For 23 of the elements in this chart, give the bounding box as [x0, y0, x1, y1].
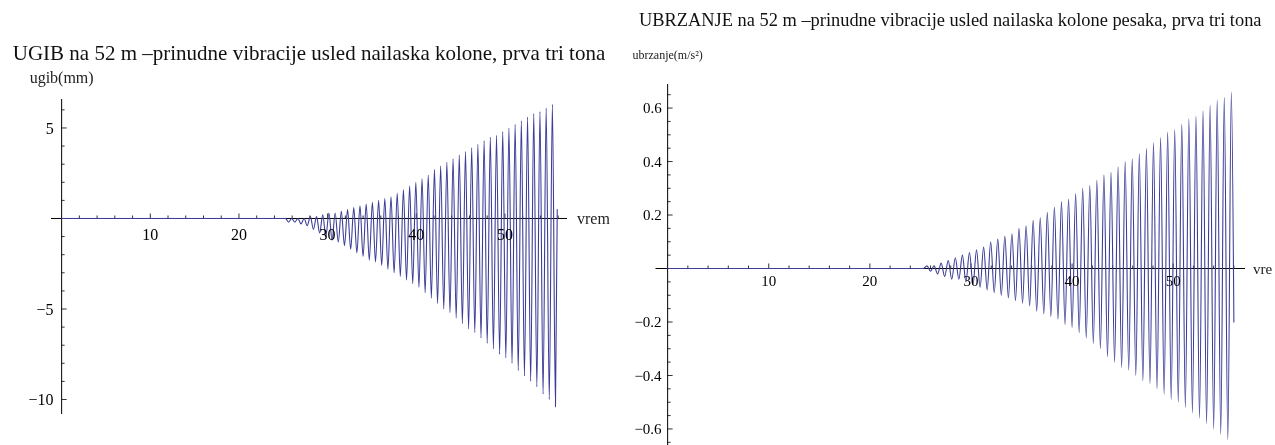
x-tick-label: 10 — [761, 273, 777, 290]
y-tick-label: −0.6 — [634, 421, 663, 438]
x-tick-label: 30 — [963, 273, 979, 290]
x-tick-label: 30 — [319, 225, 336, 243]
y-tick-label: −0.4 — [634, 367, 663, 384]
y-axis-title: ugib(mm) — [29, 68, 94, 88]
y-tick-label: −0.2 — [634, 314, 662, 331]
x-tick-label: 20 — [230, 225, 247, 243]
y-axis-title: ubrzanje(m/s²) — [632, 47, 703, 63]
y-tick-label: −5 — [36, 300, 54, 318]
y-tick-label: −10 — [28, 391, 54, 409]
y-tick-label: 0.6 — [642, 100, 663, 117]
x-axis-title: vrem — [577, 208, 610, 229]
chart-title: UGIB na 52 m –prinudne vibracije usled nailaska kolone, prva tri tona — [12, 41, 606, 67]
y-tick-label: 5 — [45, 119, 54, 137]
x-tick-label: 20 — [862, 273, 878, 290]
line-series — [667, 91, 1235, 441]
line-series — [61, 103, 558, 408]
chart-title: UBRZANJE na 52 m –prinudne vibracije usled nailaska kolone pesaka, prva tri tona — [638, 8, 1262, 32]
x-tick-label: 10 — [142, 225, 159, 243]
y-tick-label: 0.4 — [642, 153, 663, 170]
y-tick-label: 0.2 — [642, 207, 662, 224]
x-axis-title: vre — [1253, 259, 1273, 278]
